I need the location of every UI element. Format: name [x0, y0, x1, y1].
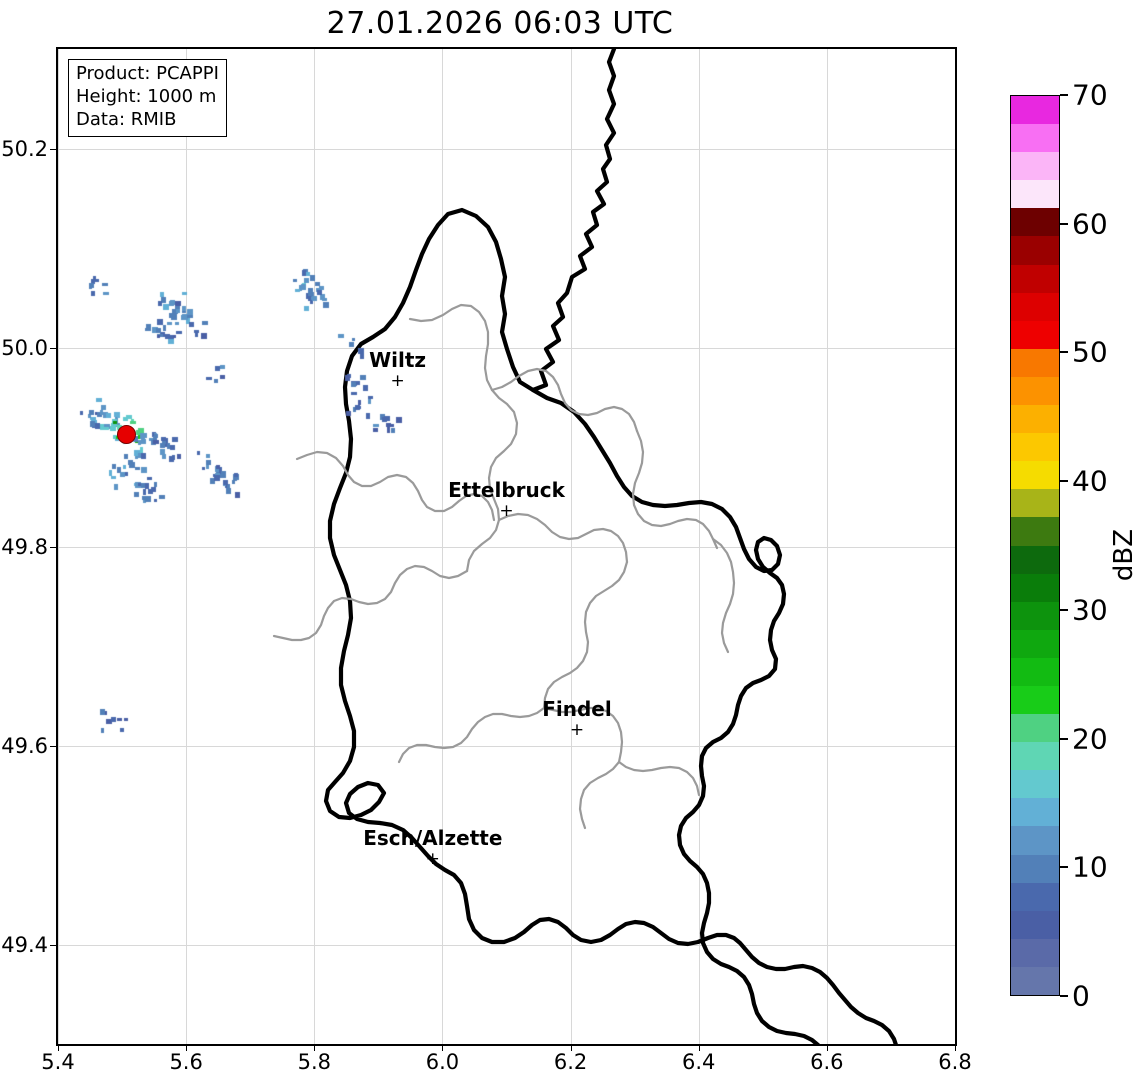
y-tick-mark: [50, 944, 56, 946]
x-tick-mark: [698, 1046, 700, 1051]
info-height: Height: 1000 m: [76, 85, 217, 107]
x-tick-label: 5.6: [169, 1050, 203, 1074]
x-tick-label: 6.8: [938, 1050, 972, 1074]
colorbar-tick-label: 50: [1072, 335, 1108, 369]
colorbar-band: [1011, 348, 1059, 377]
colorbar-band: [1011, 685, 1059, 715]
colorbar-tick-label: 40: [1072, 464, 1108, 498]
radar-map-plot[interactable]: Wiltz + Ettelbruck + Findel + Esch/Alzette + Pr…: [56, 47, 957, 1046]
colorbar-band: [1011, 517, 1059, 546]
colorbar-band: [1011, 629, 1059, 658]
colorbar[interactable]: [1010, 95, 1060, 996]
x-tick-mark: [58, 1046, 59, 1051]
x-tick-mark: [826, 1046, 828, 1051]
colorbar-band: [1011, 489, 1059, 518]
y-tick-label: 50.2: [1, 136, 48, 161]
x-tick-label: 6.6: [810, 1050, 844, 1074]
colorbar-tick-label: 70: [1072, 78, 1108, 112]
gridline-vertical: [955, 49, 956, 1044]
colorbar-band: [1011, 405, 1059, 434]
y-tick-mark: [50, 546, 56, 548]
colorbar-band: [1011, 433, 1059, 462]
colorbar-band: [1011, 124, 1059, 153]
colorbar-tick-label: 30: [1072, 593, 1108, 627]
colorbar-band: [1011, 292, 1059, 321]
colorbar-tick-mark: [1060, 351, 1068, 354]
page-title: 27.01.2026 06:03 UTC: [326, 6, 674, 41]
colorbar-tick-mark: [1060, 608, 1068, 611]
x-tick-mark: [442, 1046, 444, 1051]
info-data: Data: RMIB: [76, 108, 177, 130]
x-tick-mark: [186, 1046, 188, 1051]
colorbar-band: [1011, 573, 1059, 602]
x-tick-mark: [570, 1046, 572, 1051]
info-box: Product: PCAPPI Height: 1000 m Data: RMI…: [68, 59, 227, 137]
x-tick-mark: [314, 1046, 316, 1051]
colorbar-band: [1011, 938, 1059, 967]
colorbar-axis-label: dBZ: [1109, 528, 1140, 582]
colorbar-tick-mark: [1060, 737, 1068, 740]
colorbar-tick-mark: [1060, 222, 1068, 225]
colorbar-band: [1011, 376, 1059, 406]
colorbar-band: [1011, 966, 1059, 995]
colorbar-tick-label: 20: [1072, 722, 1108, 756]
x-tick-label: 6.0: [425, 1050, 460, 1074]
colorbar-band: [1011, 264, 1059, 293]
colorbar-band: [1011, 208, 1059, 237]
colorbar-tick-mark: [1060, 94, 1068, 96]
y-tick-mark: [50, 347, 56, 349]
colorbar-band: [1011, 152, 1059, 181]
x-tick-label: 5.8: [297, 1050, 331, 1074]
colorbar-tick-mark: [1060, 480, 1068, 483]
colorbar-band: [1011, 882, 1059, 911]
y-tick-label: 49.6: [1, 733, 48, 758]
y-tick-label: 50.0: [1, 335, 48, 360]
colorbar-band: [1011, 236, 1059, 265]
colorbar-band: [1011, 180, 1059, 209]
colorbar-tick-label: 10: [1072, 850, 1108, 884]
radar-station-marker[interactable]: [116, 424, 136, 444]
x-tick-mark: [955, 1046, 956, 1051]
colorbar-band: [1011, 657, 1059, 686]
colorbar-band: [1011, 798, 1059, 827]
colorbar-tick-label: 60: [1072, 207, 1108, 241]
colorbar-band: [1011, 910, 1059, 939]
x-tick-label: 5.4: [41, 1050, 75, 1074]
colorbar-band: [1011, 545, 1059, 574]
colorbar-band: [1011, 714, 1059, 743]
x-tick-label: 6.2: [553, 1050, 588, 1074]
colorbar-band: [1011, 826, 1059, 855]
colorbar-band: [1011, 461, 1059, 490]
radar-echo-layer: [58, 49, 955, 1044]
info-product: Product: PCAPPI: [76, 63, 219, 84]
y-tick-label: 49.8: [1, 534, 48, 559]
colorbar-band: [1011, 320, 1059, 349]
y-tick-mark: [50, 745, 56, 747]
y-tick-label: 49.4: [1, 932, 48, 957]
colorbar-tick-mark: [1060, 995, 1068, 997]
x-tick-label: 6.4: [682, 1050, 716, 1074]
colorbar-band: [1011, 96, 1059, 125]
colorbar-band: [1011, 854, 1059, 883]
colorbar-band: [1011, 742, 1059, 771]
colorbar-band: [1011, 601, 1059, 630]
colorbar-band: [1011, 770, 1059, 799]
colorbar-tick-label: 0: [1072, 979, 1090, 1013]
colorbar-tick-mark: [1060, 866, 1068, 869]
y-tick-mark: [50, 148, 56, 150]
